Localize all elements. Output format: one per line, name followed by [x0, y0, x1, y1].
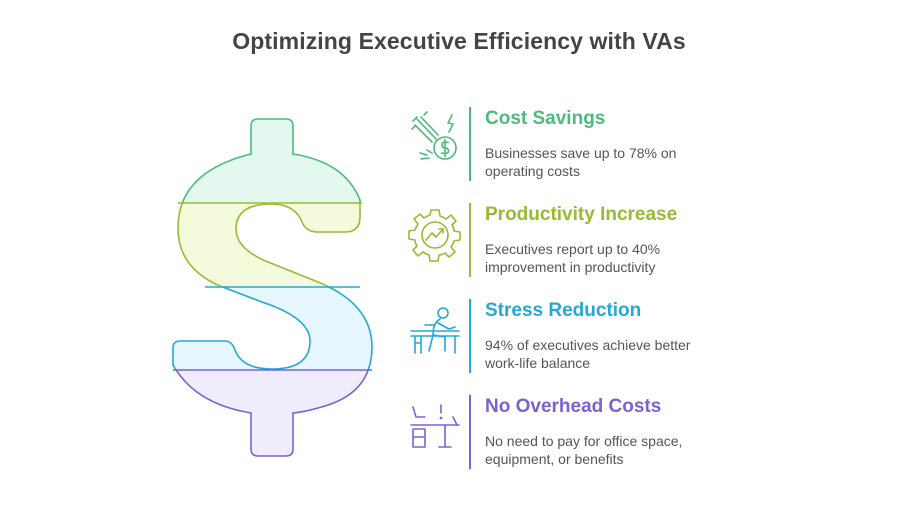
- list-item-productivity-increase: Productivity Increase Executives report …: [405, 203, 825, 281]
- item-heading: Productivity Increase: [485, 204, 678, 225]
- list-item-stress-reduction: Stress Reduction 94% of executives achie…: [405, 299, 825, 377]
- money-rocket-icon: [411, 111, 457, 160]
- item-description: 94% of executives achieve better work-li…: [485, 337, 691, 371]
- item-description: No need to pay for office space, equipme…: [485, 433, 683, 467]
- item-description: Executives report up to 40% improvement …: [485, 241, 661, 275]
- item-heading: No Overhead Costs: [485, 396, 662, 417]
- relaxed-worker-icon: [410, 307, 460, 354]
- item-divider-bar: [469, 203, 471, 277]
- item-heading: Stress Reduction: [485, 300, 642, 321]
- list-item-no-overhead-costs: No Overhead Costs No need to pay for off…: [405, 395, 825, 473]
- item-heading: Cost Savings: [485, 108, 606, 129]
- item-divider-bar: [469, 395, 471, 469]
- item-divider-bar: [469, 107, 471, 181]
- list-item-cost-savings: Cost Savings Businesses save up to 78% o…: [405, 107, 825, 185]
- item-description: Businesses save up to 78% on operating c…: [485, 145, 677, 179]
- gear-growth-icon: [408, 209, 461, 262]
- page-title: Optimizing Executive Efficiency with VAs: [232, 28, 686, 54]
- empty-office-icon: [410, 404, 460, 448]
- item-divider-bar: [469, 299, 471, 373]
